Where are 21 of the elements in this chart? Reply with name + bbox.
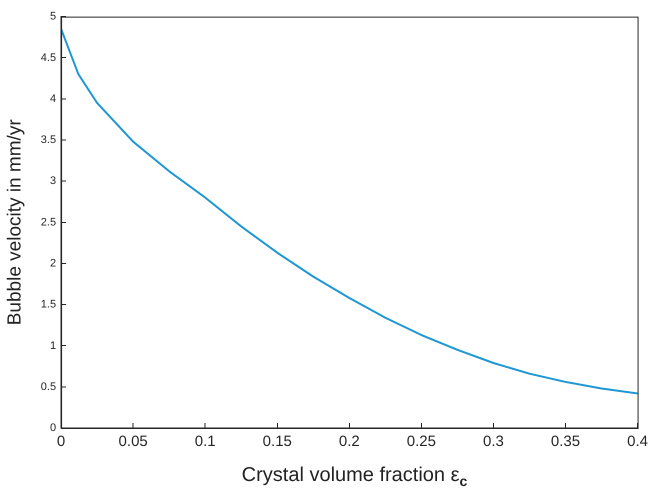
y-tick-label: 4.5 <box>40 52 56 64</box>
y-axis-title: Bubble velocity in mm/yr <box>4 118 26 326</box>
x-axis-title: Crystal volume fraction ε$_{c}$ <box>240 464 468 489</box>
x-tick-label: 0.35 <box>550 433 580 450</box>
y-tick-label: 0 <box>50 422 56 434</box>
y-tick-label: 1 <box>50 340 56 352</box>
y-tick-label: 1.5 <box>40 298 56 311</box>
y-tick-label: 0.5 <box>40 380 56 393</box>
y-tick-label: 4 <box>50 92 56 105</box>
x-tick-label: 0.05 <box>118 433 148 450</box>
y-tick-label: 3.5 <box>40 134 56 146</box>
x-tick-label: 0.3 <box>483 433 504 450</box>
y-tick-label: 2 <box>50 257 56 270</box>
y-tick-label: 2.5 <box>40 216 56 228</box>
x-tick-label: 0.2 <box>338 433 360 450</box>
y-tick-label: 5 <box>50 10 56 23</box>
y-tick-label: 3 <box>50 175 56 188</box>
x-tick-label: 0.25 <box>406 433 436 450</box>
x-tick-label: 0.15 <box>262 433 292 450</box>
x-tick-label: 0.1 <box>194 433 216 450</box>
x-tick-label: 0.4 <box>627 433 648 450</box>
